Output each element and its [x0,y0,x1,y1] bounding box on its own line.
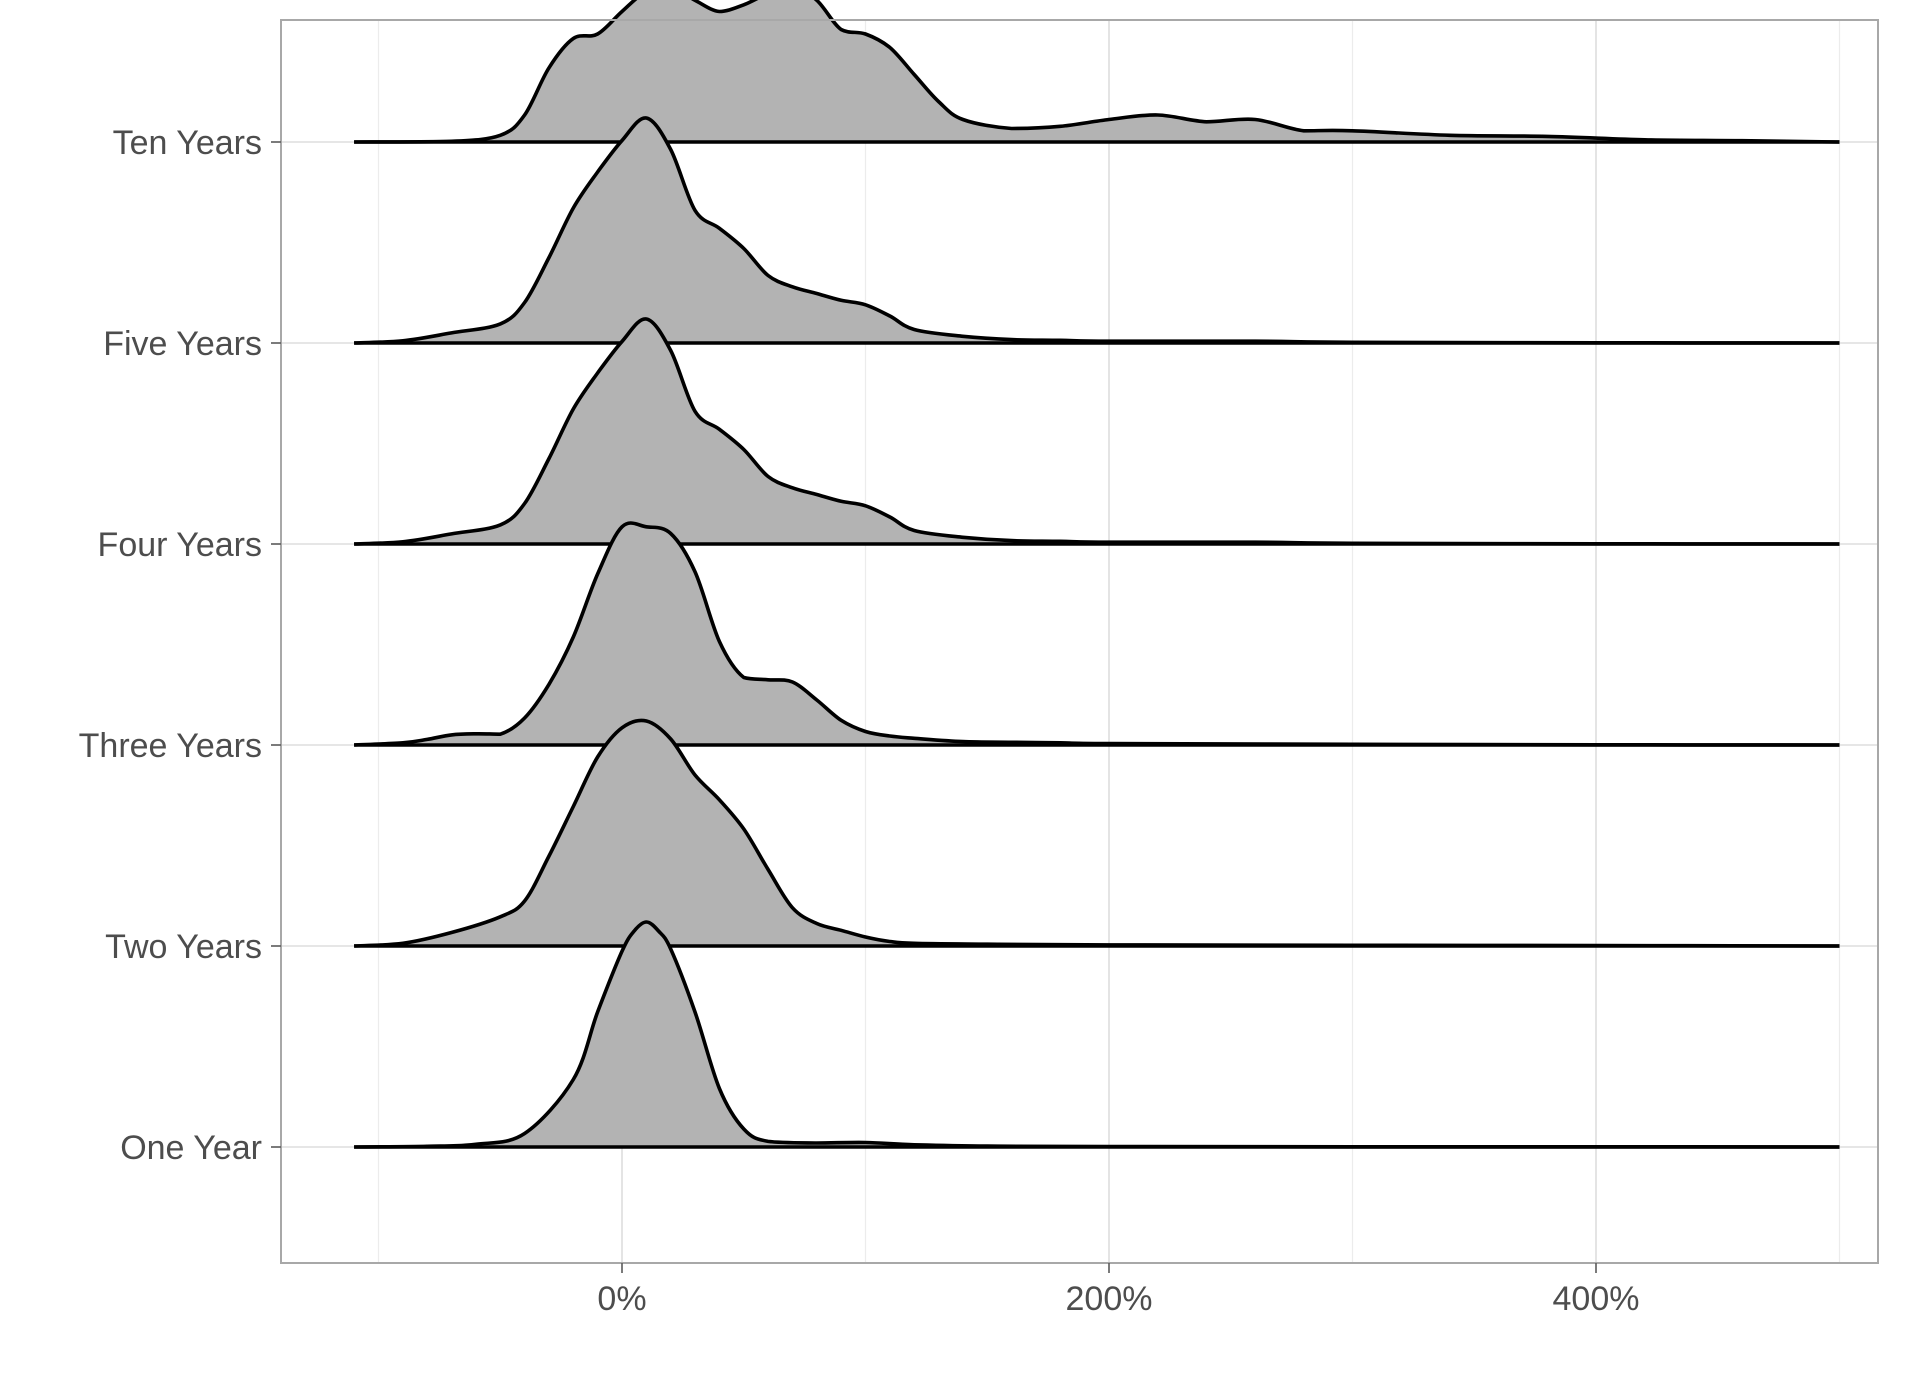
ridge-ten-years [354,0,1840,144]
ridge-series [353,0,1840,1149]
ridge-three-years [354,521,1840,747]
ridge-one-year [354,920,1840,1149]
ridge-five-years [354,116,1840,345]
x-tick-label: 400% [1553,1280,1640,1318]
ridge-outline-four-years [354,317,1840,546]
ridge-area-ten-years [354,0,1840,142]
plot-panel-border [280,19,1879,1264]
y-tick-label: Four Years [98,526,262,564]
y-tick-label: One Year [120,1129,262,1167]
ridge-area-four-years [354,318,1840,544]
ridge-area-two-years [354,720,1840,946]
ridge-outline-ten-years [354,0,1840,144]
y-tick-label: Ten Years [113,124,262,162]
ridge-four-years [354,317,1840,546]
y-tick-label: Two Years [105,928,262,966]
y-tick-label: Five Years [103,325,262,363]
ridge-two-years [353,718,1840,948]
axes: One Year Two Years Three Years Four Years Fi… [79,124,1640,1318]
ridge-area-five-years [354,117,1840,343]
x-tick-label: 200% [1066,1280,1153,1318]
ridge-outline-five-years [354,116,1840,345]
x-tick-label: 0% [597,1280,646,1318]
ridge-area-three-years [354,523,1840,745]
ridge-area-one-year [354,922,1840,1147]
grid-lines [281,20,1878,1263]
y-tick-label: Three Years [79,727,262,765]
